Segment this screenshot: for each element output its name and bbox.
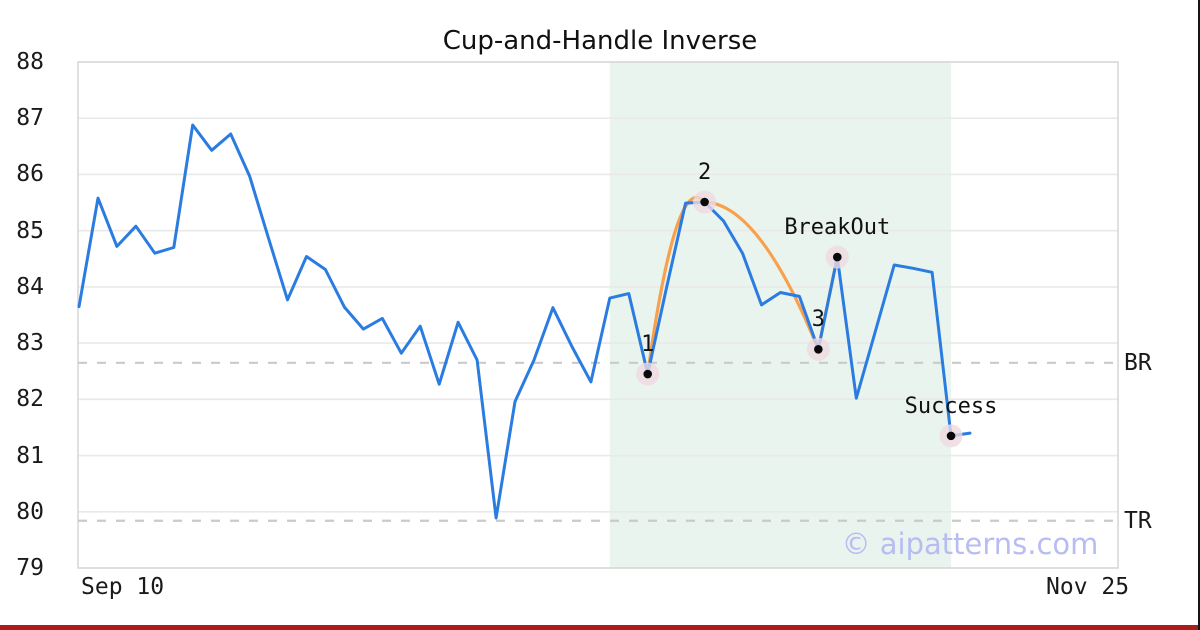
x-tick-start: Sep 10 (81, 574, 165, 600)
y-tick-label: 83 (16, 330, 44, 357)
marker-dot (832, 252, 842, 262)
accent-bar (0, 625, 1198, 630)
y-tick-label: 85 (16, 217, 44, 244)
marker-dot (700, 197, 709, 207)
y-tick-label: 84 (16, 273, 44, 300)
x-tick-end: Nov 25 (1046, 574, 1130, 600)
y-tick-label: 79 (16, 555, 44, 581)
y-tick-label: 81 (16, 442, 44, 469)
annotation-label-3: 3 (811, 307, 825, 333)
chart-title: Cup-and-Handle Inverse (442, 26, 758, 56)
annotation-label-breakout: BreakOut (784, 215, 891, 241)
y-tick-label: 88 (16, 49, 44, 75)
marker-dot (946, 431, 956, 441)
marker-dot (814, 344, 823, 354)
pattern-region (609, 62, 952, 568)
annotation-label-success: Success (904, 393, 998, 419)
y-tick-label: 86 (16, 161, 44, 188)
threshold-label-tr: TR (1124, 507, 1152, 534)
marker-dot (643, 369, 653, 379)
y-tick-label: 82 (16, 386, 44, 413)
plot-border (77, 61, 1119, 569)
annotation-label-1: 1 (641, 332, 655, 358)
y-tick-label: 87 (16, 105, 44, 132)
threshold-label-br: BR (1124, 349, 1152, 376)
price-line (77, 123, 972, 520)
y-tick-label: 80 (16, 498, 44, 525)
annotation-label-2: 2 (697, 159, 712, 185)
watermark: © aipatterns.com (841, 527, 1099, 561)
